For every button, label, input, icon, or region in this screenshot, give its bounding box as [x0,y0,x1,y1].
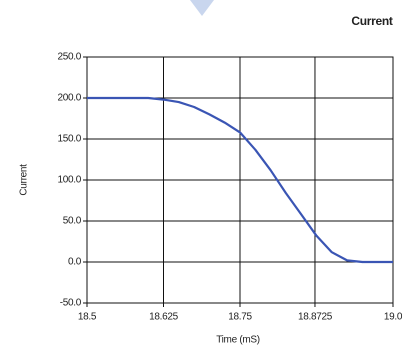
y-tick-label: 150.0 [57,134,81,145]
y-tick-label: -50.0 [60,298,82,309]
y-tick-label: 250.0 [57,52,81,63]
y-tick-label: 100.0 [57,175,81,186]
x-tick-label: 18.8725 [298,312,333,323]
x-axis-label: Time (mS) [216,335,260,346]
y-tick-label: 0.0 [68,257,82,268]
y-axis-label: Current [19,164,30,196]
pointer-decoration [190,0,214,16]
y-tick-label: 50.0 [63,216,82,227]
y-tick-label: 200.0 [57,93,81,104]
title-mask [285,40,410,56]
chart-title: Current [351,14,393,28]
x-tick-label: 18.5 [78,312,97,323]
data-line [87,96,393,264]
x-tick-label: 18.75 [228,312,252,323]
x-tick-label: 19.0 [384,312,403,323]
x-tick-label: 18.625 [149,312,179,323]
